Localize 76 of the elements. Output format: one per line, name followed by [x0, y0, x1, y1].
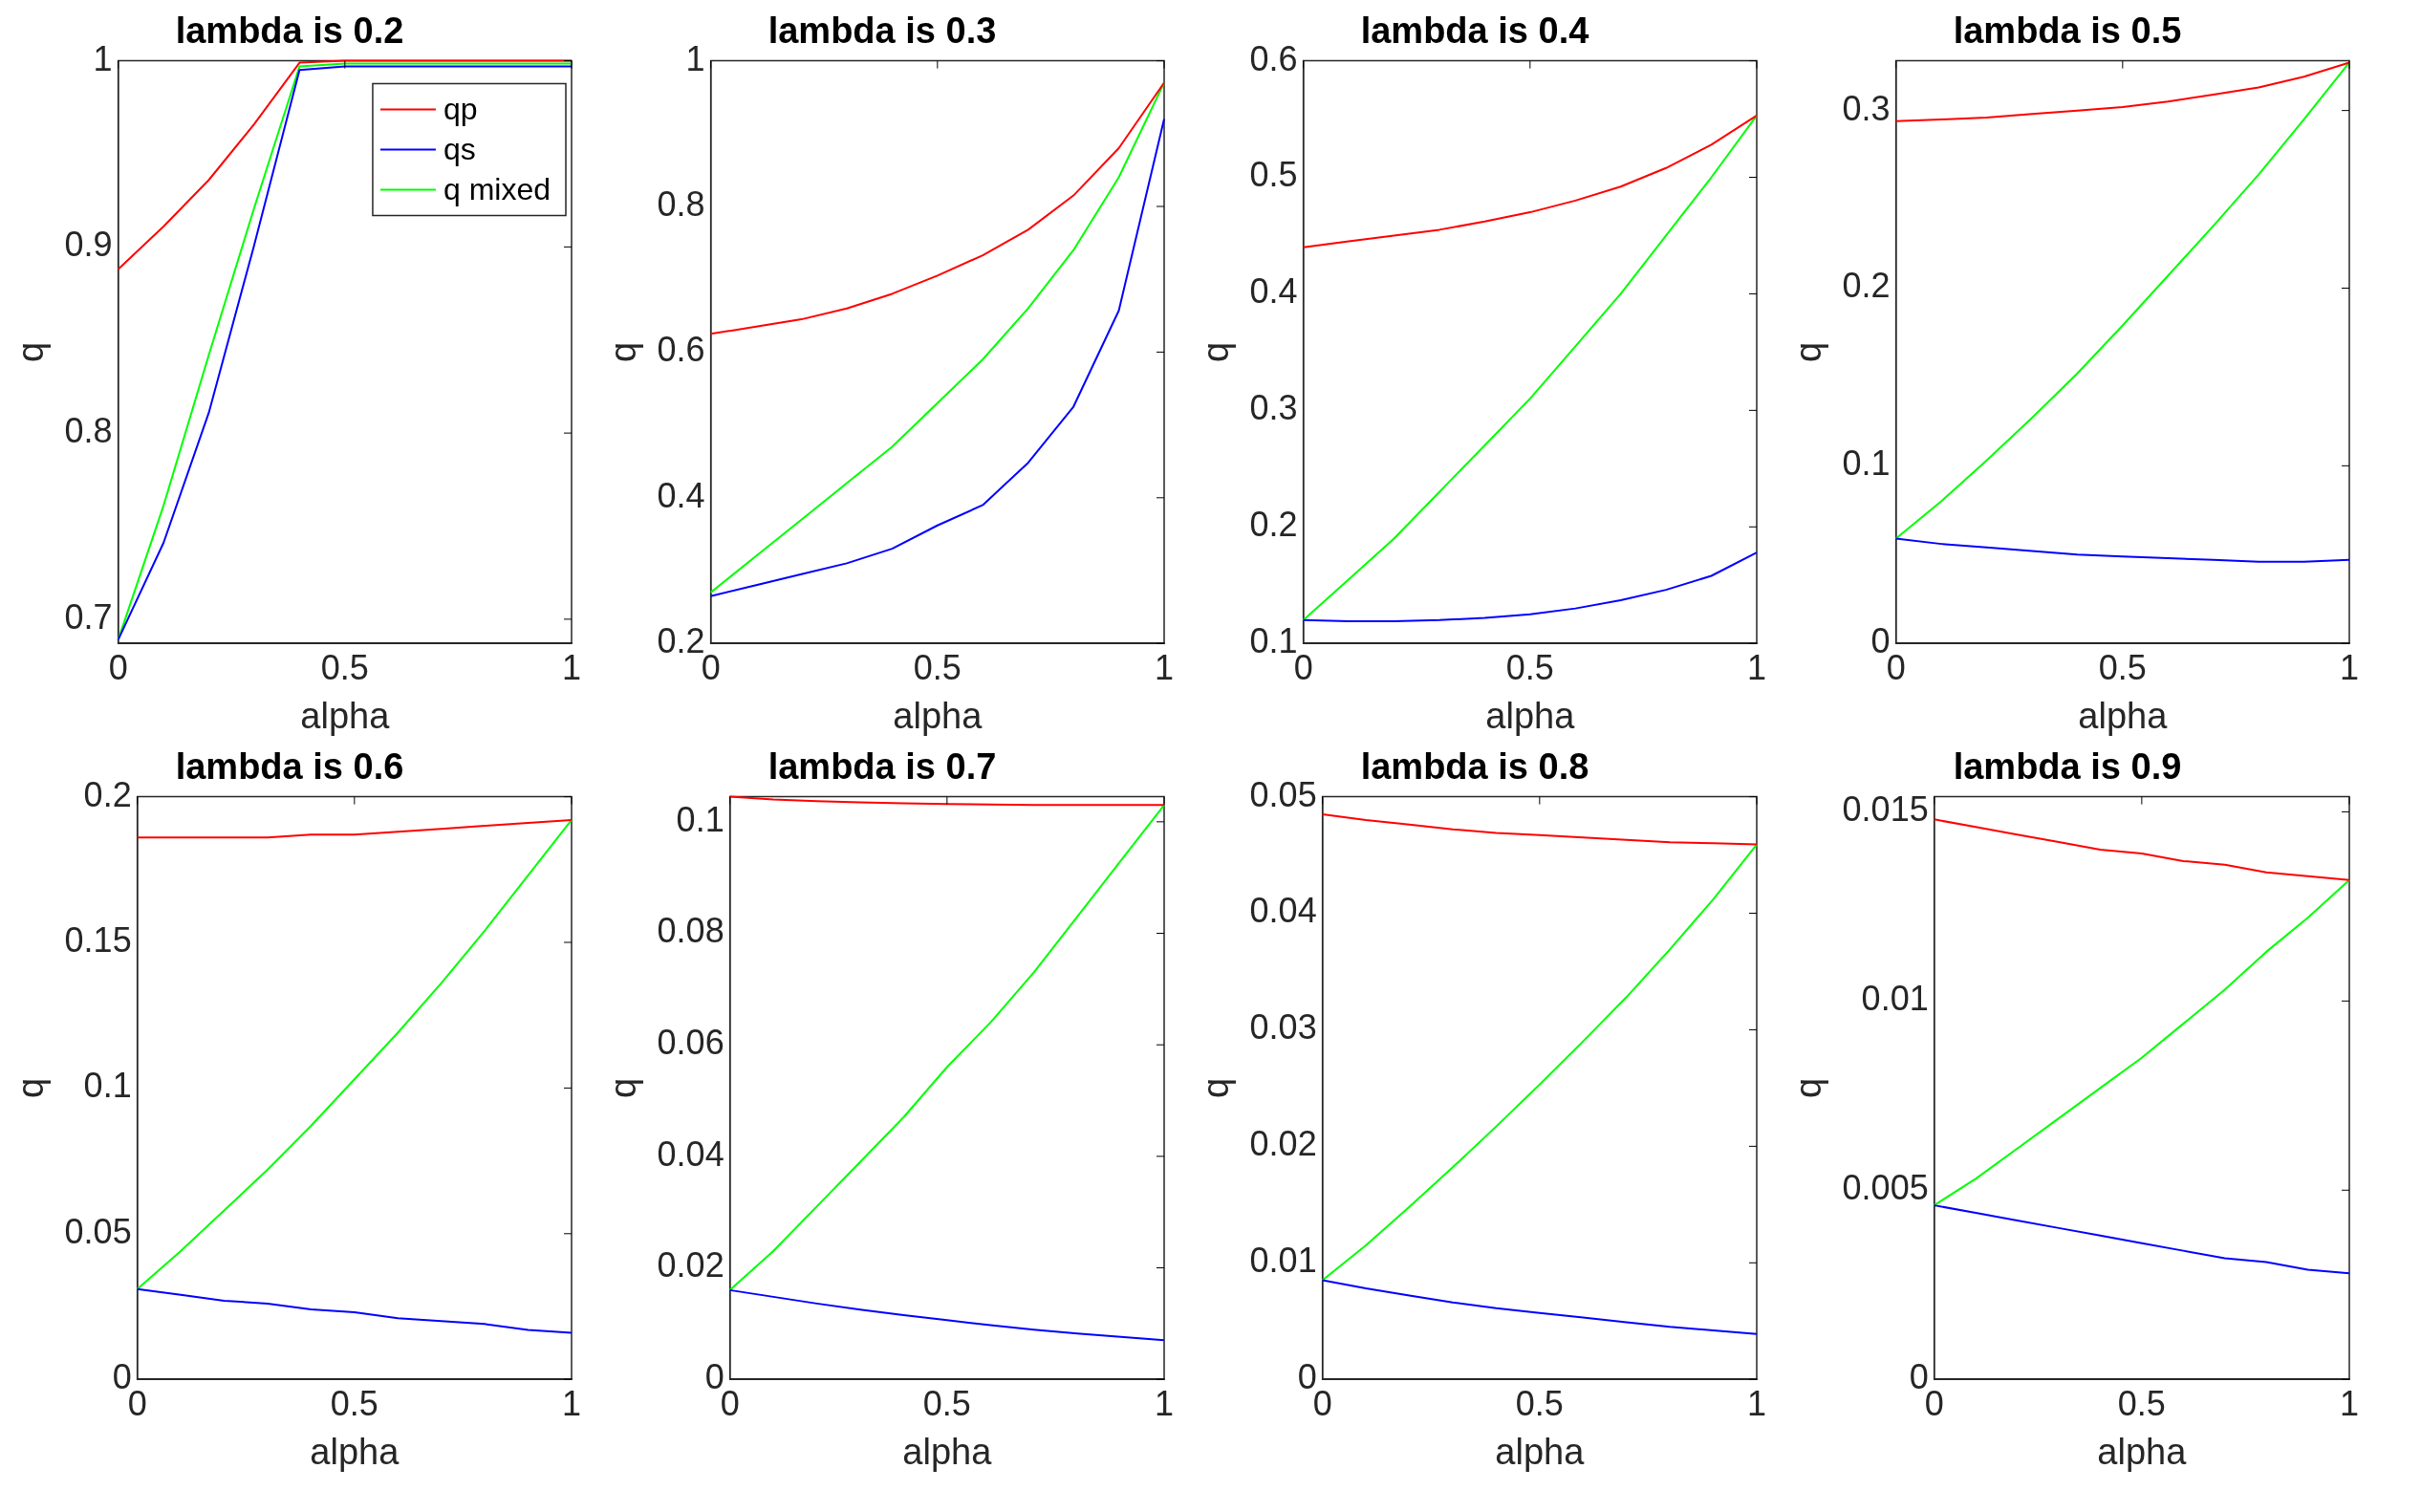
x-tick-label: 0.5 [330, 1383, 378, 1423]
x-axis-title: alpha [310, 1431, 400, 1472]
y-axis-title: q [603, 341, 644, 362]
y-tick-label: 0.15 [64, 919, 132, 960]
chart-title: lambda is 0.6 [175, 746, 404, 788]
chart-title: lambda is 0.9 [1953, 746, 2182, 788]
y-tick-label: 0.05 [64, 1211, 132, 1251]
y-tick-label: 0.8 [657, 184, 705, 224]
y-axis-title: q [11, 1077, 52, 1098]
y-axis-title: q [1196, 1077, 1237, 1098]
y-tick-label: 0.8 [64, 411, 113, 451]
y-tick-label: 0.02 [1249, 1124, 1317, 1164]
y-tick-label: 0.06 [657, 1023, 724, 1063]
y-tick-label: 0.01 [1249, 1241, 1317, 1281]
y-tick-label: 1 [685, 38, 705, 78]
x-axis-title: alpha [2078, 695, 2169, 736]
x-axis-title: alpha [1485, 695, 1576, 736]
x-tick-label: 1 [1154, 1383, 1175, 1423]
y-tick-label: 0.015 [1842, 789, 1929, 830]
y-tick-label: 0.4 [1249, 271, 1298, 312]
x-axis-title: alpha [902, 1431, 993, 1472]
x-tick-label: 0.5 [2117, 1383, 2166, 1423]
x-tick-label: 0.5 [320, 647, 369, 687]
x-tick-label: 1 [2339, 647, 2360, 687]
y-tick-label: 0.1 [676, 799, 724, 839]
chart-title: lambda is 0.2 [175, 11, 404, 52]
y-tick-label: 0.3 [1842, 88, 1891, 128]
y-axis-title: q [603, 1077, 644, 1098]
chart-title: lambda is 0.5 [1953, 11, 2182, 52]
y-tick-label: 0.005 [1842, 1168, 1929, 1208]
x-axis-title: alpha [1495, 1431, 1586, 1472]
legend-label: qp [443, 92, 478, 127]
y-tick-label: 0.04 [1249, 891, 1317, 931]
y-tick-label: 0.04 [657, 1134, 724, 1174]
y-tick-label: 0.02 [657, 1245, 724, 1285]
y-tick-label: 0.4 [657, 475, 705, 515]
x-tick-label: 1 [1746, 1383, 1767, 1423]
y-tick-label: 0.08 [657, 911, 724, 951]
chart-title: lambda is 0.3 [767, 11, 997, 52]
y-tick-label: 0.9 [64, 225, 113, 265]
y-tick-label: 0.01 [1861, 979, 1929, 1019]
y-tick-label: 0.7 [64, 596, 113, 637]
y-axis-title: q [1788, 1077, 1829, 1098]
x-tick-label: 0.5 [2098, 647, 2147, 687]
y-tick-label: 0.2 [1842, 266, 1891, 306]
y-tick-label: 0.5 [1249, 155, 1298, 195]
y-axis-title: q [11, 341, 52, 362]
x-tick-label: 1 [561, 647, 582, 687]
y-tick-label: 0.03 [1249, 1007, 1317, 1048]
y-axis-title: q [1788, 341, 1829, 362]
y-tick-label: 0.6 [1249, 38, 1298, 78]
y-tick-label: 0.2 [83, 774, 132, 814]
y-tick-label: 1 [93, 38, 113, 78]
legend-label: q mixed [443, 172, 551, 207]
y-axis-title: q [1196, 341, 1237, 362]
x-tick-label: 0.5 [1505, 647, 1554, 687]
x-axis-title: alpha [893, 695, 984, 736]
y-tick-label: 0.6 [657, 330, 705, 370]
y-tick-label: 0.1 [83, 1066, 132, 1106]
x-tick-label: 0.5 [922, 1383, 971, 1423]
x-tick-label: 1 [1746, 647, 1767, 687]
y-tick-label: 0.2 [1249, 505, 1298, 545]
x-axis-title: alpha [300, 695, 391, 736]
y-tick-label: 0.1 [1842, 443, 1891, 484]
x-tick-label: 1 [2339, 1383, 2360, 1423]
x-tick-label: 0.5 [913, 647, 962, 687]
y-tick-label: 0.3 [1249, 388, 1298, 428]
x-tick-label: 1 [561, 1383, 582, 1423]
x-axis-title: alpha [2097, 1431, 2188, 1472]
chart-title: lambda is 0.8 [1360, 746, 1589, 788]
chart-title: lambda is 0.4 [1360, 11, 1589, 52]
legend-label: qs [443, 132, 476, 167]
chart-title: lambda is 0.7 [767, 746, 997, 788]
x-tick-label: 0.5 [1515, 1383, 1564, 1423]
x-tick-label: 1 [1154, 647, 1175, 687]
y-tick-label: 0.05 [1249, 774, 1317, 814]
